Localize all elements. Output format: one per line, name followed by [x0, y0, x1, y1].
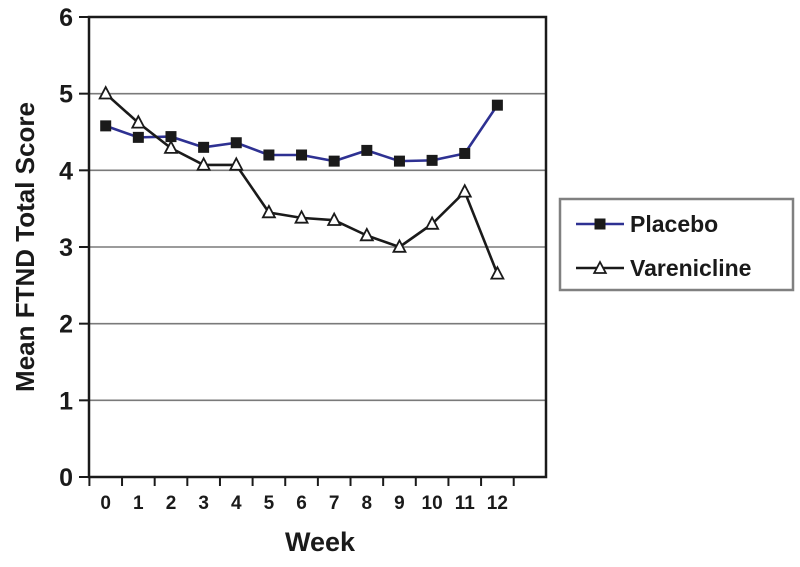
- x-tick-label: 12: [487, 493, 508, 514]
- x-tick-label: 10: [422, 493, 443, 514]
- legend-entry-varenicline: Varenicline: [576, 255, 751, 281]
- x-tick-label: 11: [455, 493, 476, 514]
- legend-marker-open-triangle-icon: [592, 260, 608, 274]
- legend-box: [558, 197, 795, 292]
- data-point-varenicline: [391, 238, 407, 253]
- data-point-varenicline: [196, 156, 212, 171]
- data-point-varenicline: [261, 203, 277, 219]
- x-tick-label: 1: [133, 493, 144, 514]
- data-point-varenicline: [359, 226, 375, 242]
- x-tick-label: 0: [100, 493, 111, 514]
- data-point-placebo: [426, 154, 438, 166]
- data-point-varenicline: [130, 114, 146, 129]
- data-point-placebo: [198, 141, 210, 153]
- data-point-varenicline: [424, 215, 440, 230]
- data-point-varenicline: [457, 183, 473, 198]
- legend: Placebo Varenicline: [558, 197, 795, 292]
- data-point-varenicline: [294, 209, 310, 224]
- x-tick-label: 3: [198, 493, 209, 514]
- y-tick-label: 2: [59, 311, 73, 339]
- data-point-varenicline: [98, 85, 114, 100]
- y-tick-label: 5: [59, 81, 73, 109]
- data-point-placebo: [132, 131, 144, 143]
- data-point-varenicline: [163, 139, 179, 154]
- data-point-placebo: [230, 137, 242, 149]
- data-point-placebo: [100, 120, 112, 132]
- data-point-varenicline: [489, 265, 505, 280]
- x-tick-label: 8: [362, 493, 373, 514]
- data-point-placebo: [393, 155, 405, 167]
- data-point-placebo: [296, 149, 308, 161]
- data-point-placebo: [165, 131, 177, 143]
- legend-marker-filled-square-icon: [594, 218, 606, 230]
- y-tick-label: 6: [59, 4, 73, 32]
- y-tick-label: 4: [59, 157, 73, 185]
- data-point-placebo: [263, 149, 275, 161]
- series-group: [98, 85, 505, 280]
- y-tick-label: 3: [59, 234, 73, 262]
- x-tick-label: 9: [394, 493, 405, 514]
- legend-label-varenicline: Varenicline: [630, 255, 751, 281]
- x-axis-title: Week: [285, 527, 356, 557]
- x-tick-label: 4: [231, 493, 242, 514]
- data-point-placebo: [361, 144, 373, 156]
- y-tick-label: 1: [59, 387, 73, 415]
- y-axis-title: Mean FTND Total Score: [10, 102, 40, 392]
- x-tick-label: 7: [329, 493, 340, 514]
- x-tick-label: 5: [264, 493, 275, 514]
- data-point-placebo: [459, 147, 471, 159]
- data-point-placebo: [491, 99, 503, 111]
- data-point-varenicline: [228, 156, 244, 171]
- legend-entry-placebo: Placebo: [576, 211, 718, 237]
- y-tick-label: 0: [59, 464, 73, 492]
- legend-label-placebo: Placebo: [630, 211, 718, 237]
- data-point-placebo: [328, 155, 340, 167]
- series-placebo: [100, 99, 503, 167]
- data-point-varenicline: [326, 211, 342, 226]
- x-tick-label: 6: [296, 493, 307, 514]
- gridlines-group: [89, 92, 546, 402]
- series-varenicline: [98, 85, 505, 280]
- x-tick-label: 2: [166, 493, 177, 514]
